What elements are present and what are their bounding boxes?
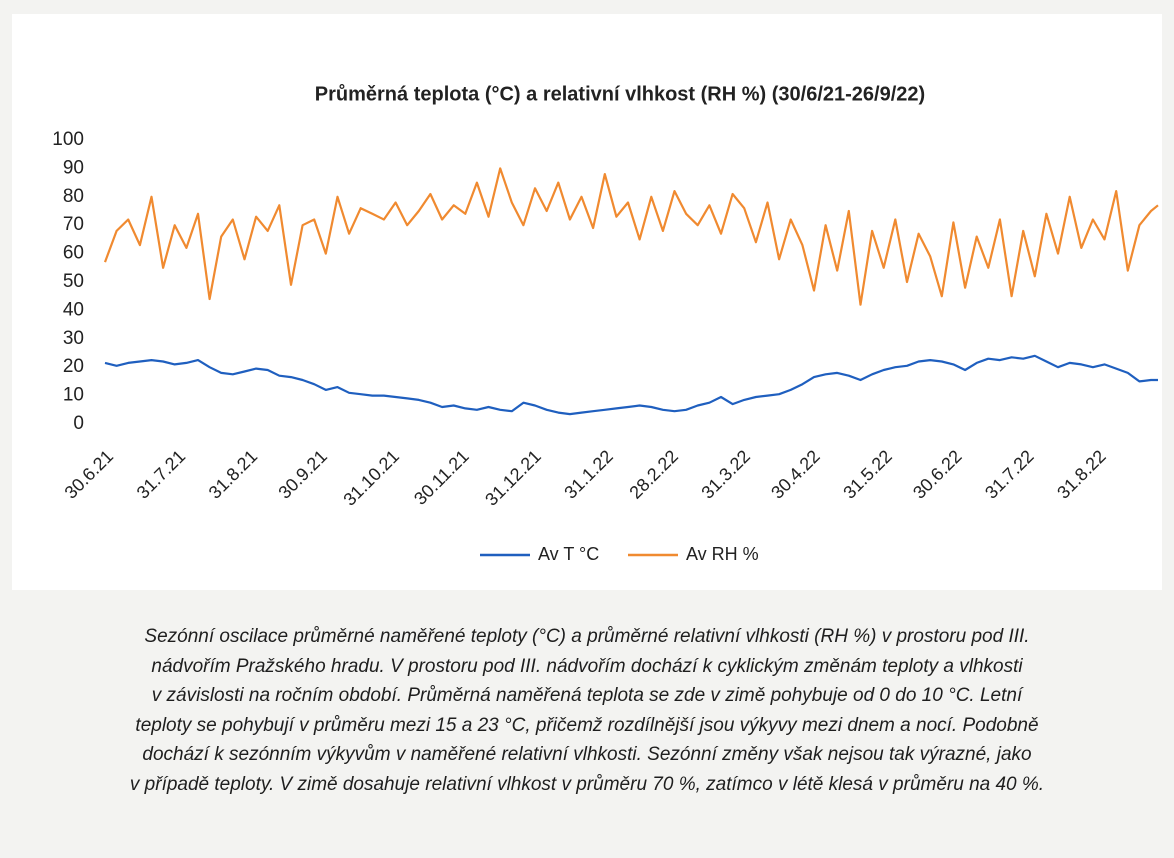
legend-label: Av T °C [538,544,599,564]
y-tick-label: 100 [52,129,84,150]
caption-line: dochází k sezónním výkyvům v naměřené re… [142,744,1032,765]
caption-line: nádvořím Pražského hradu. V prostoru pod… [151,655,1023,677]
y-tick-label: 50 [63,271,84,292]
line-series [103,167,1159,306]
line-series [104,354,1158,416]
y-tick-label: 60 [63,243,84,264]
y-tick-label: 70 [63,214,84,235]
y-tick-label: 80 [63,186,84,207]
chart-title: Průměrná teplota (°C) a relativní vlhkos… [315,83,925,105]
caption-line: v případě teploty. V zimě dosahuje relat… [129,773,1045,795]
chart-background [12,14,1162,590]
y-tick-label: 20 [63,356,84,377]
chart: Průměrná teplota (°C) a relativní vlhkos… [12,14,1162,590]
caption-line: v závislosti na ročním období. Průměrná … [151,685,1023,706]
y-tick-label: 40 [63,299,84,320]
caption-line: teploty se pohybují v průměru mezi 15 a … [135,714,1039,736]
y-tick-label: 30 [63,328,84,349]
caption-line: Sezónní oscilace průměrné naměřené teplo… [144,626,1030,647]
y-tick-label: 90 [63,157,84,178]
y-tick-label: 10 [63,385,84,406]
legend-label: Av RH % [686,544,759,564]
y-tick-label: 0 [73,413,84,434]
